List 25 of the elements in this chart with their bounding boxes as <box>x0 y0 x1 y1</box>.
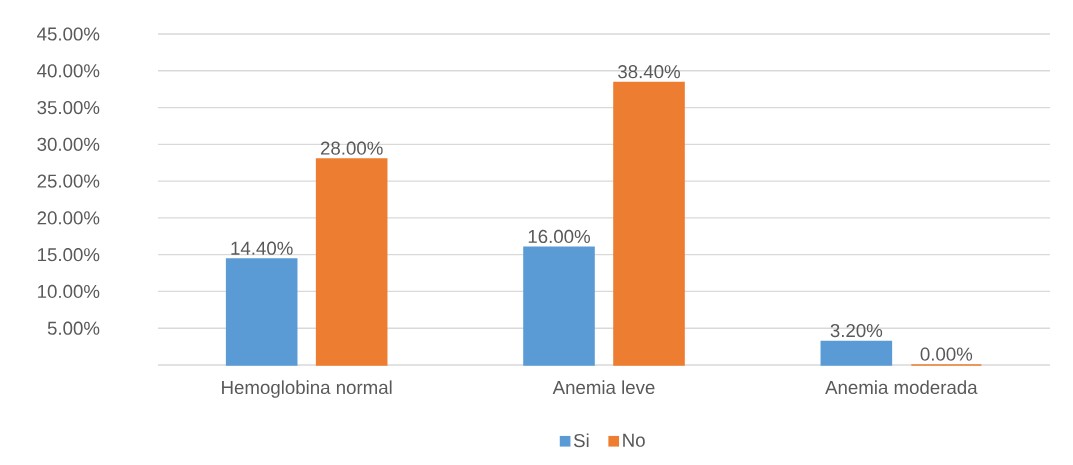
y-tick-label: 5.00% <box>47 321 100 335</box>
x-tick-label: Anemia moderada <box>825 380 978 395</box>
y-tick-label: 35.00% <box>37 100 100 115</box>
x-tick-label: Hemoglobina normal <box>222 380 392 398</box>
bar <box>613 81 685 366</box>
legend-label: Si <box>573 433 589 448</box>
data-label: 0.00% <box>920 347 973 361</box>
bar <box>315 158 388 366</box>
data-label: 14.40% <box>231 241 293 255</box>
y-tick-label: 30.00% <box>37 137 100 151</box>
y-tick-label: 20.00% <box>37 211 100 225</box>
data-label: 3.20% <box>830 323 883 338</box>
y-tick-label: 40.00% <box>37 64 100 78</box>
x-tick-label: Anemia leve <box>552 380 655 395</box>
bar <box>225 258 298 366</box>
data-label: 38.40% <box>618 65 680 79</box>
bar <box>820 340 893 366</box>
data-label: 28.00% <box>320 141 383 155</box>
y-tick-label: 25.00% <box>37 174 100 188</box>
y-tick-label: 15.00% <box>38 248 100 262</box>
y-tick-label: 10.00% <box>38 284 100 299</box>
bar <box>523 246 595 366</box>
data-label: 16.00% <box>528 229 590 244</box>
legend-label: No <box>623 433 645 447</box>
y-tick-label: 45.00% <box>37 27 100 41</box>
